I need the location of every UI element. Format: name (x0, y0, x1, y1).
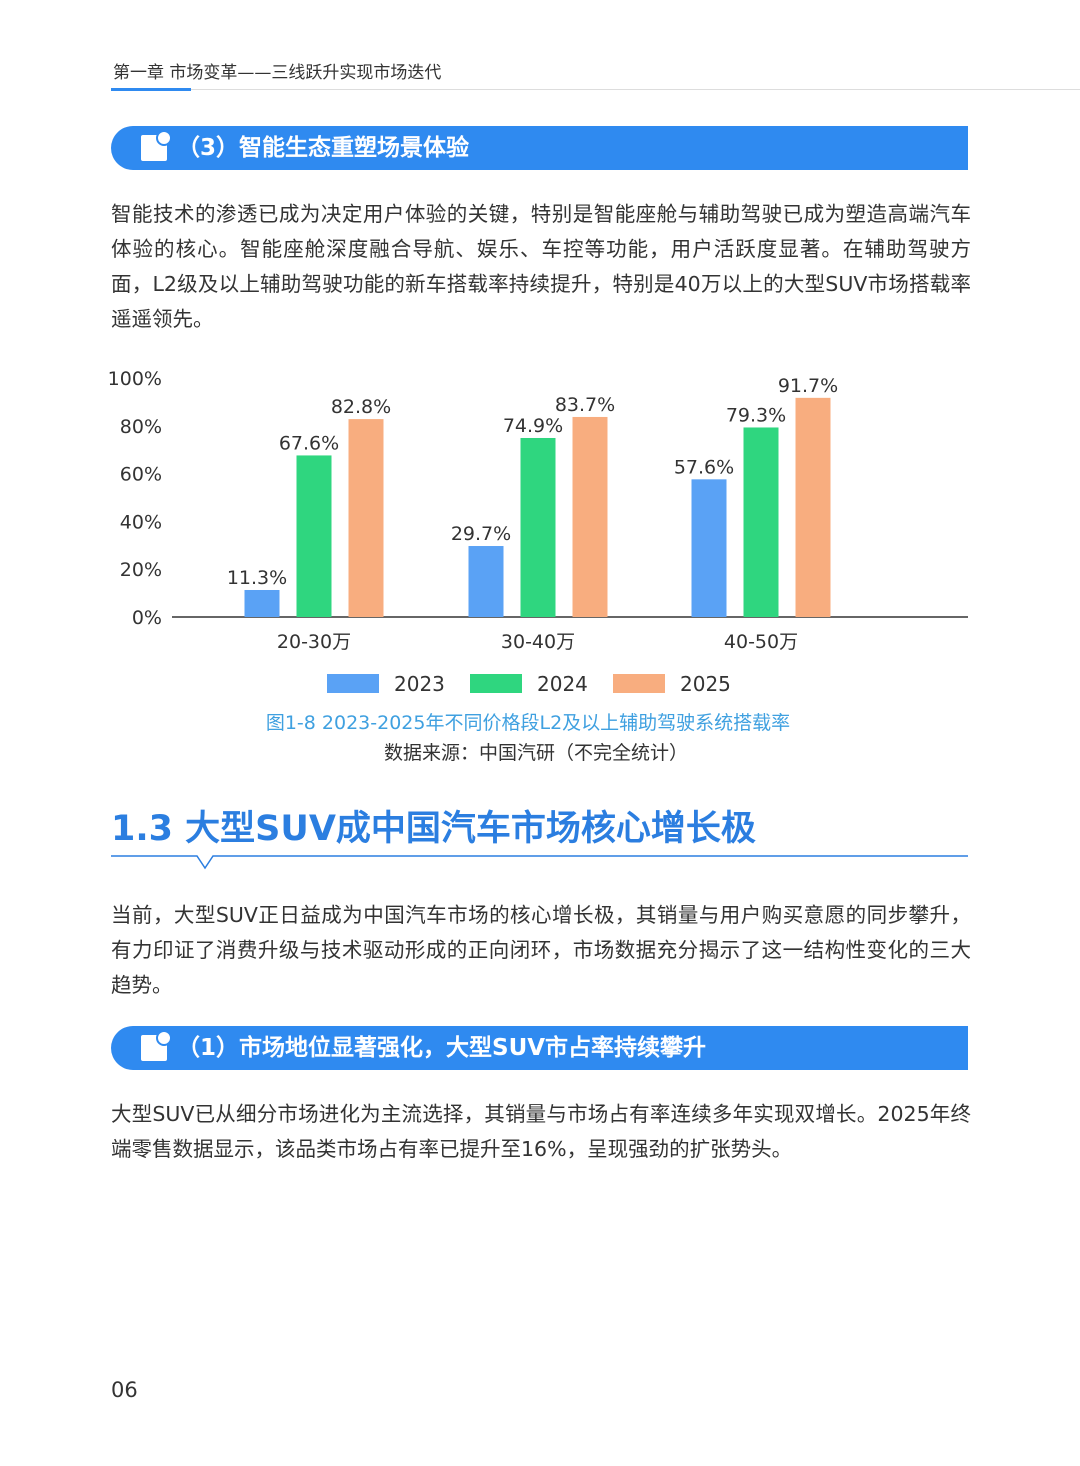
header-rule (191, 89, 1080, 90)
legend-label: 2023 (394, 672, 445, 696)
y-tick-label: 60% (120, 464, 162, 486)
value-label: 11.3% (227, 567, 287, 589)
bar (244, 589, 280, 617)
legend-label: 2024 (537, 672, 588, 696)
subsection-heading: （3）智能生态重塑场景体验 (111, 126, 968, 170)
y-tick-label: 0% (132, 607, 162, 629)
rule-line (111, 855, 968, 870)
bar (743, 427, 779, 617)
bar (795, 397, 831, 617)
subsection-heading: （1）市场地位显著强化，大型SUV市占率持续攀升 (111, 1026, 968, 1070)
value-label: 67.6% (279, 432, 339, 454)
value-label: 79.3% (726, 404, 786, 426)
y-tick-label: 100% (108, 368, 162, 390)
bar (520, 437, 556, 617)
bar (691, 479, 727, 617)
legend-swatch (613, 674, 665, 693)
bar (296, 455, 332, 617)
subsection-title: （3）智能生态重塑场景体验 (177, 135, 470, 161)
x-tick-label: 30-40万 (501, 631, 575, 653)
x-tick-label: 40-50万 (724, 631, 798, 653)
bar (572, 416, 608, 617)
x-tick-label: 20-30万 (277, 631, 351, 653)
bar (468, 546, 504, 617)
y-tick-label: 40% (120, 511, 162, 533)
value-label: 83.7% (555, 394, 615, 416)
section-title: 1.3 大型SUV成中国汽车市场核心增长极 (111, 809, 756, 849)
section-rule (111, 855, 968, 870)
header-accent (111, 88, 191, 91)
legend-swatch (470, 674, 522, 693)
running-header: 第一章 市场变革——三线跃升实现市场迭代 (113, 63, 442, 83)
bar (348, 419, 384, 617)
value-label: 91.7% (778, 375, 838, 397)
value-label: 74.9% (503, 415, 563, 437)
paragraph: 智能技术的渗透已成为决定用户体验的关键，特别是智能座舱与辅助驾驶已成为塑造高端汽… (111, 202, 971, 331)
paragraph: 当前，大型SUV正日益成为中国汽车市场的核心增长极，其销量与用户购买意愿的同步攀… (111, 903, 971, 997)
chart-caption: 图1-8 2023-2025年不同价格段L2及以上辅助驾驶系统搭载率 (266, 712, 790, 734)
legend-label: 2025 (680, 672, 731, 696)
legend-swatch (327, 674, 379, 693)
y-tick-label: 80% (120, 416, 162, 438)
paragraph: 大型SUV已从细分市场进化为主流选择，其销量与市场占有率连续多年实现双增长。20… (111, 1102, 971, 1161)
value-label: 82.8% (331, 396, 391, 418)
value-label: 57.6% (674, 456, 734, 478)
page-number: 06 (111, 1378, 138, 1402)
chart: 0% 20% 40% 60% 80% 100% 20-30万 11.3% 67.6% 82.8% 3… (108, 368, 968, 764)
y-tick-label: 20% (120, 559, 162, 581)
chart-source: 数据来源：中国汽研（不完全统计） (384, 742, 688, 764)
subsection-title: （1）市场地位显著强化，大型SUV市占率持续攀升 (177, 1035, 707, 1061)
value-label: 29.7% (451, 523, 511, 545)
